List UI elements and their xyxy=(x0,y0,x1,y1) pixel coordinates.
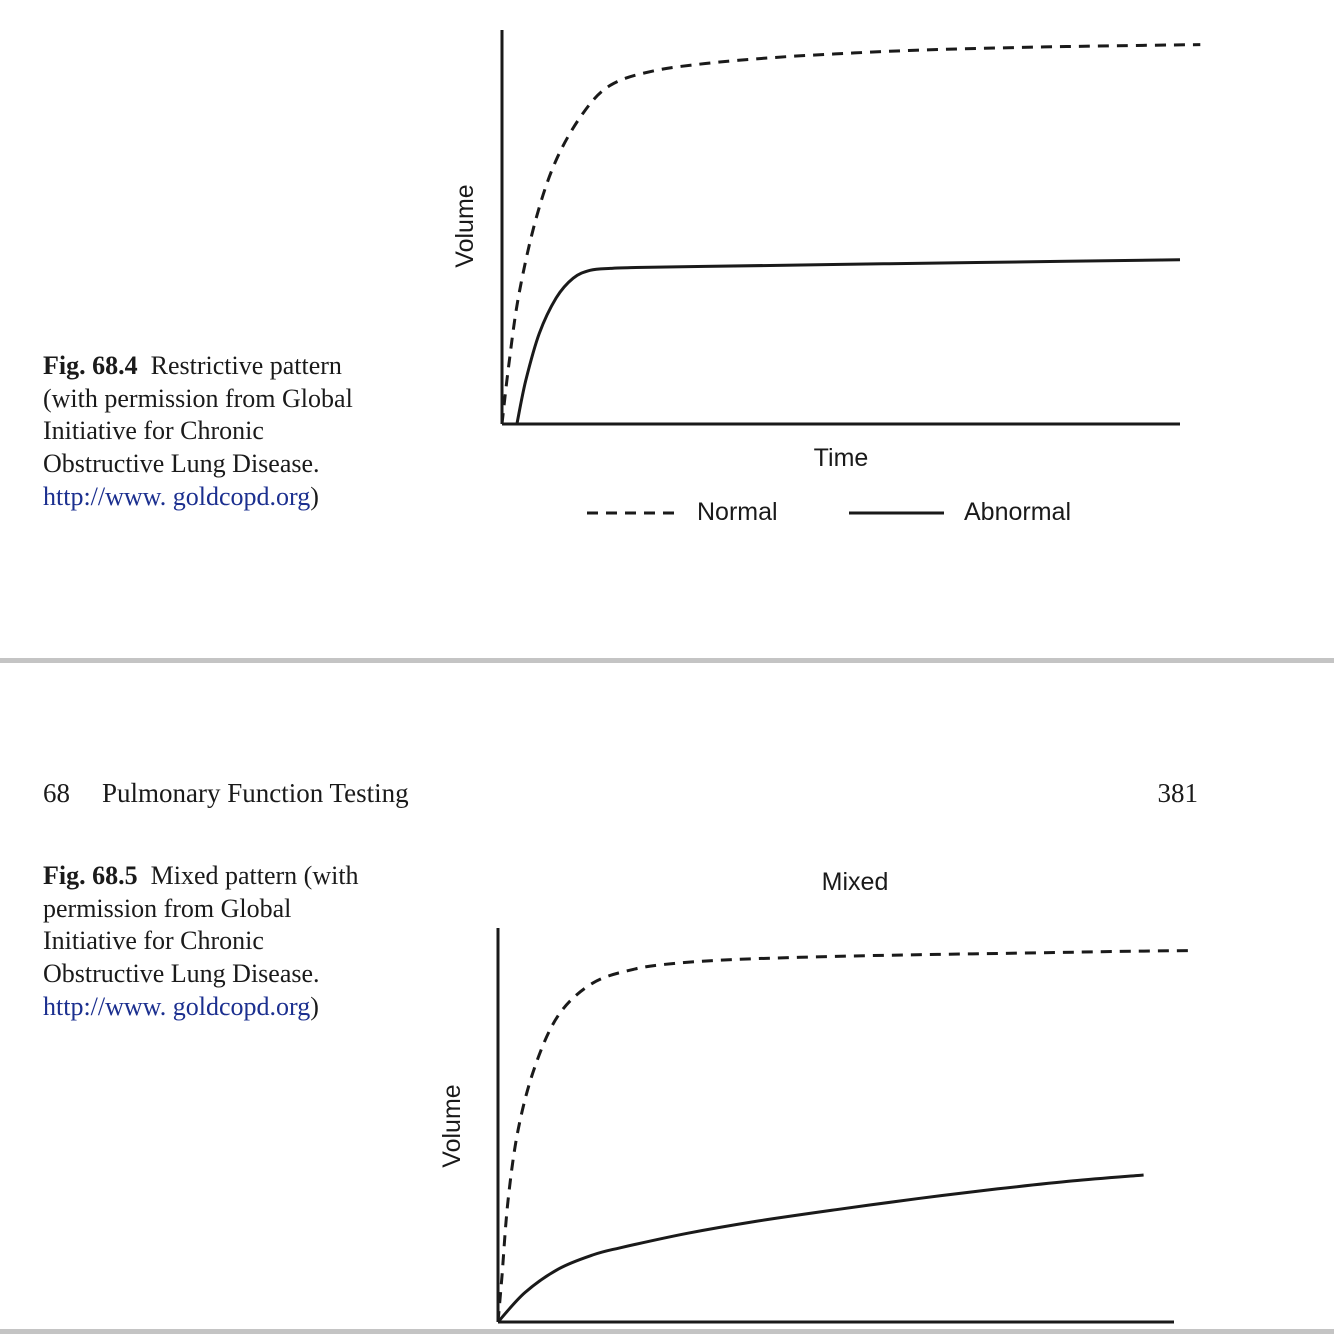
chart-1-plot: Volume Time Normal Abnormal xyxy=(451,30,1201,526)
chapter-number: 68 xyxy=(43,778,70,808)
page-bottom-edge xyxy=(0,1329,1334,1334)
chapter-title: Pulmonary Function Testing xyxy=(102,778,409,808)
caption-closing: ) xyxy=(310,481,319,511)
legend-normal-label: Normal xyxy=(697,498,778,526)
series-abnormal-line xyxy=(496,1173,1144,1324)
caption-text: Mixed pattern (with permission from Glob… xyxy=(43,861,359,989)
caption-text: Restrictive pattern (with permission fro… xyxy=(43,351,353,479)
caption-closing: ) xyxy=(310,991,319,1021)
x-axis-label: Time xyxy=(814,444,869,472)
page-number: 381 xyxy=(1157,778,1199,808)
figure-label: Fig. 68.4 xyxy=(43,351,138,380)
y-axis-label: Volume xyxy=(438,1084,466,1167)
chart-2-plot: Volume Mixed xyxy=(438,868,1195,1324)
figure-label: Fig. 68.5 xyxy=(43,861,138,890)
caption-link[interactable]: http://www. goldcopd.org xyxy=(43,991,311,1021)
figure-caption-68-5: Fig. 68.5 Mixed pattern (with permission… xyxy=(43,860,373,1024)
page-separator xyxy=(0,658,1334,663)
y-axis-label: Volume xyxy=(451,184,479,267)
series-abnormal-line xyxy=(515,258,1181,425)
figure-caption-68-4: Fig. 68.4 Restrictive pattern (with perm… xyxy=(43,350,373,514)
legend: Normal Abnormal xyxy=(587,498,1071,526)
chart-title: Mixed xyxy=(822,868,889,896)
legend-abnormal-label: Abnormal xyxy=(964,498,1071,526)
caption-link[interactable]: http://www. goldcopd.org xyxy=(43,481,311,511)
series-normal-line xyxy=(496,949,1195,1323)
series-normal-line xyxy=(500,43,1201,425)
